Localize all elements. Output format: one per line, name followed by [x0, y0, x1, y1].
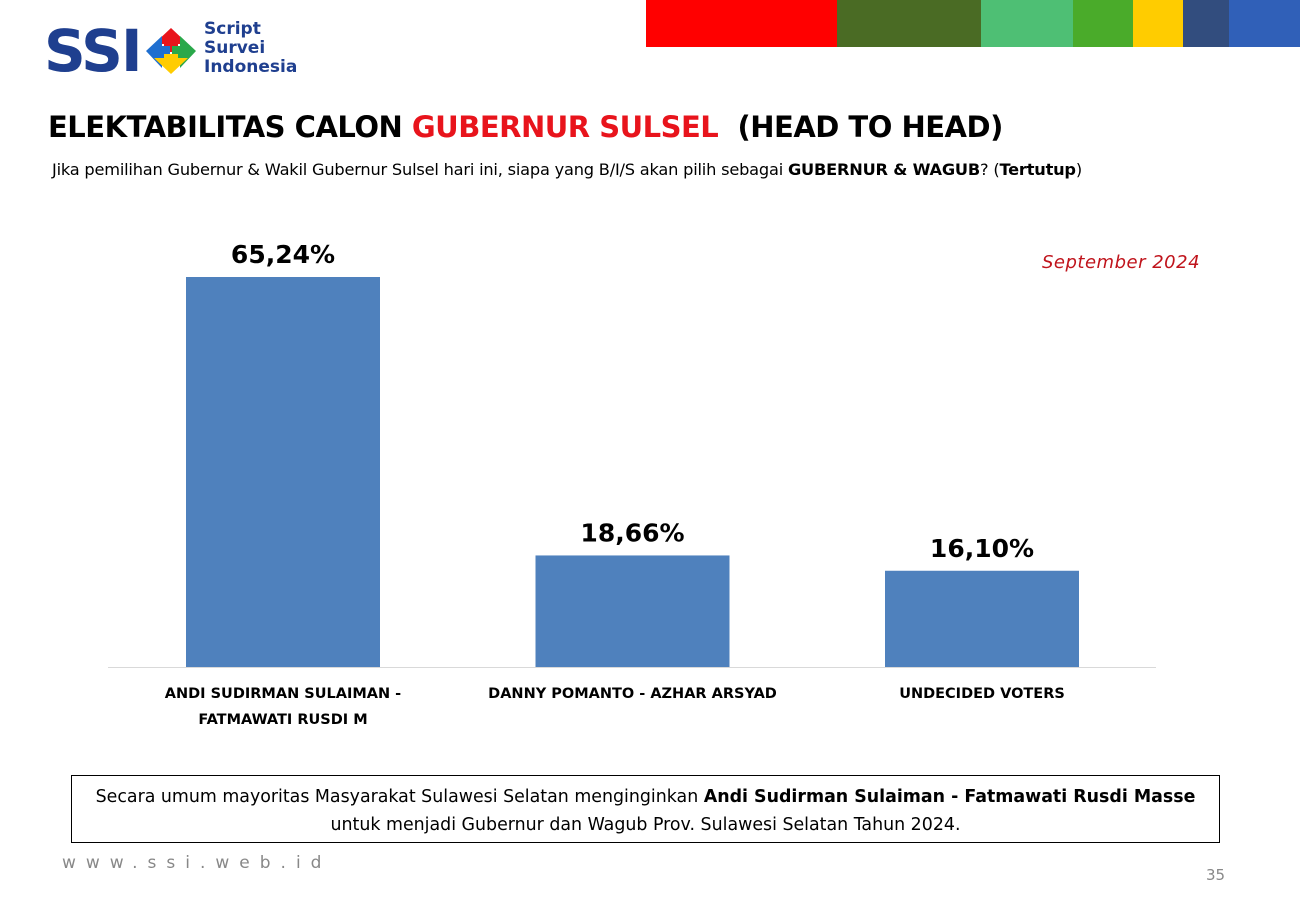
title-part-3: (HEAD TO HEAD) — [718, 110, 1003, 144]
summary-text-1: Secara umum mayoritas Masyarakat Sulawes… — [95, 787, 704, 807]
logo-line-2: Survei — [204, 38, 266, 58]
category-label: UNDECIDED VOTERS — [899, 686, 1065, 702]
strip-segment — [981, 0, 1073, 47]
logo-wordmark: Script Survei Indonesia — [204, 20, 297, 77]
subtitle-text-2: ? ( — [980, 160, 1000, 179]
bar — [885, 570, 1079, 667]
strip-segment — [1183, 0, 1229, 47]
summary-box: Secara umum mayoritas Masyarakat Sulawes… — [71, 775, 1220, 843]
summary-text-2: untuk menjadi Gubernur dan Wagub Prov. S… — [330, 815, 961, 835]
logo-line-1: Script — [204, 19, 261, 39]
data-label: 65,24% — [231, 240, 335, 269]
page-title: ELEKTABILITAS CALON GUBERNUR SULSEL (HEA… — [48, 110, 1003, 144]
logo-line-3: Indonesia — [204, 57, 298, 77]
bar — [186, 277, 380, 667]
subtitle-bold-1: GUBERNUR & WAGUB — [787, 160, 980, 179]
question-subtitle: Jika pemilihan Gubernur & Wakil Gubernur… — [52, 160, 1272, 179]
strip-segment — [837, 0, 981, 47]
page-number: 35 — [1206, 866, 1226, 884]
color-strip — [646, 0, 1300, 47]
category-label: ANDI SUDIRMAN SULAIMAN - — [165, 686, 401, 702]
title-highlight: GUBERNUR SULSEL — [411, 110, 719, 144]
bar — [535, 555, 730, 667]
subtitle-text-1: Jika pemilihan Gubernur & Wakil Gubernur… — [52, 160, 788, 179]
title-part-1: ELEKTABILITAS CALON — [48, 110, 412, 144]
ssi-logo: SSI Script Survei Indonesia — [44, 18, 304, 84]
category-label: DANNY POMANTO - AZHAR ARSYAD — [488, 686, 777, 702]
strip-segment — [646, 0, 837, 47]
logo-arrows-icon — [146, 28, 196, 74]
strip-segment — [1133, 0, 1183, 47]
subtitle-bold-2: Tertutup — [999, 160, 1076, 179]
data-label: 16,10% — [930, 534, 1034, 563]
data-label: 18,66% — [580, 518, 684, 547]
survey-date: September 2024 — [1042, 252, 1201, 273]
logo-brand: SSI — [44, 17, 143, 85]
category-label: FATMAWATI RUSDI M — [198, 712, 367, 728]
summary-bold: Andi Sudirman Sulaiman - Fatmawati Rusdi… — [703, 787, 1196, 807]
subtitle-text-3: ) — [1075, 160, 1082, 179]
footer-url: www.ssi.web.id — [62, 853, 332, 873]
strip-segment — [1073, 0, 1133, 47]
strip-segment — [1229, 0, 1300, 47]
